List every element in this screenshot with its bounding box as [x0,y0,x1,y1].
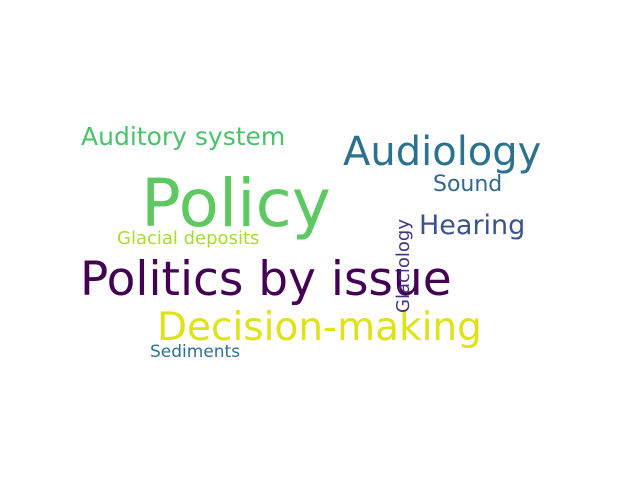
word-politics-by-issue: Politics by issue [80,252,452,307]
word-sediments: Sediments [150,342,241,362]
word-hearing: Hearing [419,210,526,241]
word-sound: Sound [433,172,503,197]
word-decision-making: Decision-making [157,305,482,350]
word-auditory-system: Auditory system [81,122,286,151]
word-audiology: Audiology [343,129,542,175]
word-glacial-deposits: Glacial deposits [117,228,260,249]
word-policy: Policy [141,165,331,242]
word-glaciology: Glaciology [393,219,414,313]
